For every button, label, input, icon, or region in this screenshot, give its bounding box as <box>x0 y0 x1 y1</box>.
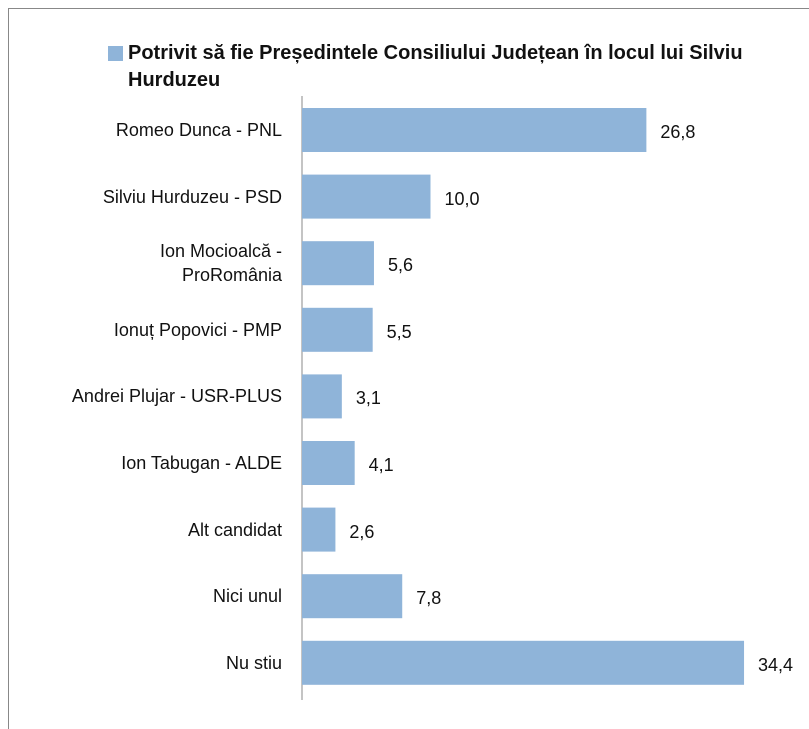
y-tick-label: Andrei Plujar - USR-PLUS <box>71 386 282 407</box>
value-label: 4,1 <box>368 455 394 475</box>
chart-border <box>8 8 809 729</box>
y-tick-label: Silviu Hurduzeu - PSD <box>102 186 282 207</box>
value-label: 3,1 <box>355 388 381 409</box>
y-tick-label: Nu stiu <box>225 652 282 673</box>
y-tick-label: Nici unul <box>212 586 282 607</box>
value-label: 34,4 <box>758 654 794 675</box>
legend-swatch <box>108 46 123 61</box>
bar <box>302 174 431 219</box>
legend-label: Potrivit să fie Președintele Consiliului… <box>128 42 743 91</box>
value-label: 26,8 <box>660 122 696 142</box>
bar <box>302 241 374 286</box>
bar <box>302 374 342 419</box>
bar <box>302 441 355 485</box>
value-label: 5,5 <box>386 321 412 342</box>
y-tick-label: Alt candidat <box>187 519 282 540</box>
bar <box>302 574 403 619</box>
legend: Potrivit să fie Președintele Consiliului… <box>108 40 788 94</box>
value-label: 7,8 <box>416 588 442 609</box>
bar <box>302 307 373 352</box>
bar <box>302 640 745 685</box>
bar <box>302 108 647 152</box>
bar <box>302 507 336 552</box>
value-label: 2,6 <box>349 521 375 542</box>
value-label: 5,6 <box>387 255 413 276</box>
y-tick-label: Ion Mocioalcă - ProRomânia <box>159 241 282 286</box>
y-tick-label: Ionuț Popovici - PMP <box>113 319 282 340</box>
plot <box>301 96 745 700</box>
y-tick-label: Romeo Dunca - PNL <box>115 120 282 140</box>
y-tick-label: Ion Tabugan - ALDE <box>121 453 282 473</box>
chart: Potrivit să fie Președintele Consiliului… <box>8 8 809 729</box>
value-label: 10,0 <box>444 188 480 209</box>
